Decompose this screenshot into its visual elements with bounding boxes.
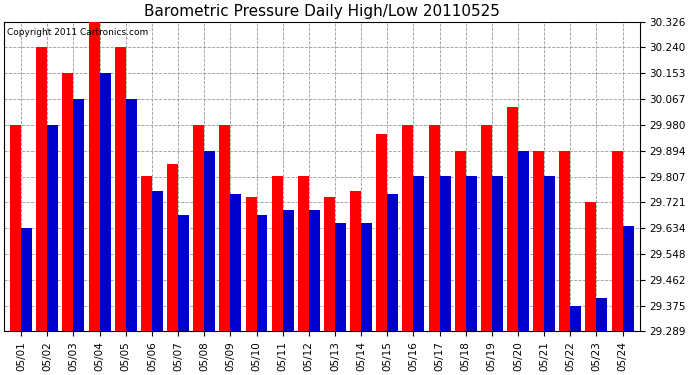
Bar	[10, 125, 21, 331]
Bar	[219, 125, 230, 331]
Bar	[73, 99, 84, 331]
Bar	[272, 176, 283, 331]
Bar	[560, 151, 571, 331]
Bar	[37, 47, 48, 331]
Bar	[518, 151, 529, 331]
Bar	[246, 196, 257, 331]
Bar	[596, 298, 607, 331]
Bar	[492, 176, 503, 331]
Bar	[48, 125, 58, 331]
Bar	[324, 196, 335, 331]
Bar	[466, 176, 477, 331]
Bar	[141, 176, 152, 331]
Bar	[611, 151, 622, 331]
Bar	[204, 151, 215, 331]
Bar	[481, 125, 492, 331]
Bar	[402, 125, 413, 331]
Bar	[99, 74, 110, 331]
Bar	[571, 306, 581, 331]
Bar	[622, 226, 633, 331]
Bar	[283, 210, 294, 331]
Bar	[361, 224, 372, 331]
Bar	[544, 176, 555, 331]
Bar	[178, 214, 189, 331]
Bar	[455, 151, 466, 331]
Bar	[387, 194, 398, 331]
Bar	[533, 151, 544, 331]
Bar	[21, 228, 32, 331]
Bar	[298, 176, 309, 331]
Bar	[413, 176, 424, 331]
Bar	[193, 125, 204, 331]
Bar	[88, 22, 99, 331]
Bar	[428, 125, 440, 331]
Bar	[257, 214, 268, 331]
Bar	[63, 74, 73, 331]
Bar	[230, 194, 241, 331]
Bar	[309, 210, 319, 331]
Title: Barometric Pressure Daily High/Low 20110525: Barometric Pressure Daily High/Low 20110…	[144, 4, 500, 19]
Bar	[350, 190, 361, 331]
Bar	[440, 176, 451, 331]
Bar	[335, 224, 346, 331]
Bar	[586, 202, 596, 331]
Bar	[167, 164, 178, 331]
Text: Copyright 2011 Cartronics.com: Copyright 2011 Cartronics.com	[8, 28, 148, 37]
Bar	[376, 134, 387, 331]
Bar	[126, 99, 137, 331]
Bar	[507, 107, 518, 331]
Bar	[152, 190, 163, 331]
Bar	[115, 47, 126, 331]
